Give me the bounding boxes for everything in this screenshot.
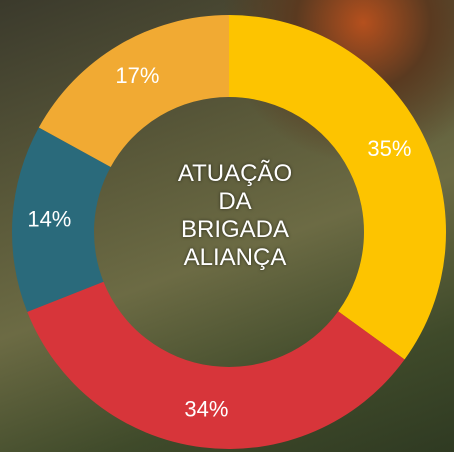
value-label: 35% <box>367 136 411 161</box>
value-label: 34% <box>184 396 228 421</box>
value-label: 14% <box>27 207 71 232</box>
value-label: 17% <box>115 63 159 88</box>
chart-title: ATUAÇÃO DA BRIGADA ALIANÇA <box>170 160 300 272</box>
page: 35% 34% 14% 17% ATUAÇÃO DA BRIGADA ALIANÇA <box>0 0 454 452</box>
